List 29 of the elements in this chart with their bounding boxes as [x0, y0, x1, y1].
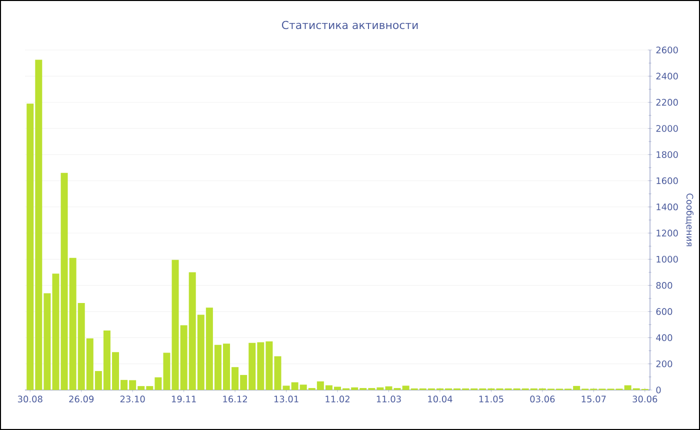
x-tick-label: 11.05 [479, 396, 504, 402]
y-tick-label: 400 [656, 334, 672, 342]
x-tick-label: 16.12 [223, 396, 247, 402]
y-tick-label: 1200 [656, 230, 678, 236]
x-tick-label: 11.02 [326, 396, 350, 402]
y-tick-label: 1800 [656, 151, 678, 158]
x-tick-label: 15.07 [582, 396, 606, 402]
y-tick-label: 2200 [656, 98, 678, 106]
y-tick-label: 600 [656, 308, 672, 315]
y-tick-label: 1400 [656, 204, 678, 210]
y-tick-label: 2600 [656, 46, 678, 54]
x-tick-label: 30.08 [18, 396, 42, 402]
y-axis-title: Сообщения [685, 194, 694, 246]
y-tick-label: 800 [656, 282, 672, 289]
chart-title: Статистика активности [282, 20, 418, 30]
y-tick-label: 200 [656, 360, 672, 368]
x-tick-label: 10.04 [428, 396, 452, 402]
x-tick-label: 26.09 [69, 396, 94, 402]
y-tick-label: 2400 [656, 72, 678, 80]
y-tick-label: 1600 [656, 177, 678, 184]
x-tick-label: 19.11 [172, 396, 196, 402]
x-tick-label: 13.01 [274, 396, 298, 402]
x-tick-label: 11.03 [376, 396, 401, 402]
x-tick-label: 23.10 [120, 396, 145, 402]
y-tick-label: 2000 [656, 125, 678, 132]
y-tick-label: 0 [656, 386, 661, 394]
x-tick-label: 30.06 [632, 396, 658, 402]
y-tick-label: 1000 [656, 256, 678, 263]
x-tick-label: 03.06 [530, 396, 555, 402]
